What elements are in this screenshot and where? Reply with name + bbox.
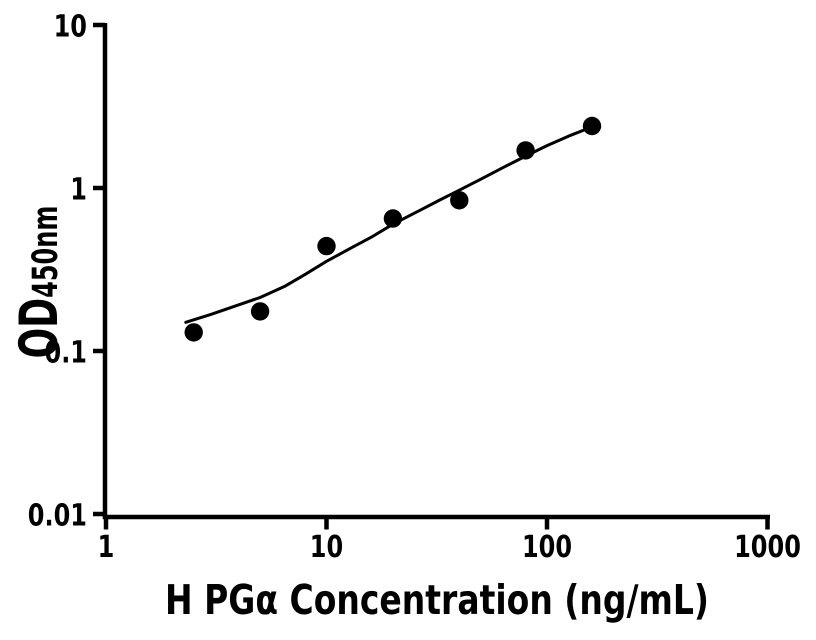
x-axis-title: H PGα Concentration (ng/mL) xyxy=(165,575,709,624)
y-axis-title-sub: 450nm xyxy=(26,206,67,298)
y-tick-label: 1 xyxy=(70,173,87,207)
data-point xyxy=(317,236,336,256)
y-tick-label: 0.1 xyxy=(44,336,87,370)
data-point xyxy=(450,191,469,210)
plot-area: 10 1 0.1 0.01 1 10 100 1000 xyxy=(28,10,801,565)
y-axis-title-main: OD xyxy=(8,298,70,358)
data-point xyxy=(184,323,203,342)
y-tick-label: 0.01 xyxy=(28,499,87,533)
x-tick-label: 1 xyxy=(98,530,115,564)
x-tick-label: 100 xyxy=(522,530,572,564)
x-tick-label: 1000 xyxy=(734,530,801,564)
data-point xyxy=(250,302,270,321)
y-axis-title: OD450nm xyxy=(8,206,70,359)
fit-curve xyxy=(184,125,594,324)
y-tick-label: 10 xyxy=(54,10,87,44)
x-tick-label: 10 xyxy=(310,530,343,564)
